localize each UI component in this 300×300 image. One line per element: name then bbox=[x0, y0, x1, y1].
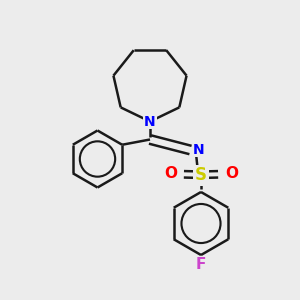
Text: O: O bbox=[164, 167, 177, 182]
Text: S: S bbox=[195, 167, 207, 184]
Text: N: N bbox=[144, 115, 156, 128]
Text: N: N bbox=[192, 143, 204, 157]
Text: F: F bbox=[196, 257, 206, 272]
Text: O: O bbox=[225, 167, 238, 182]
